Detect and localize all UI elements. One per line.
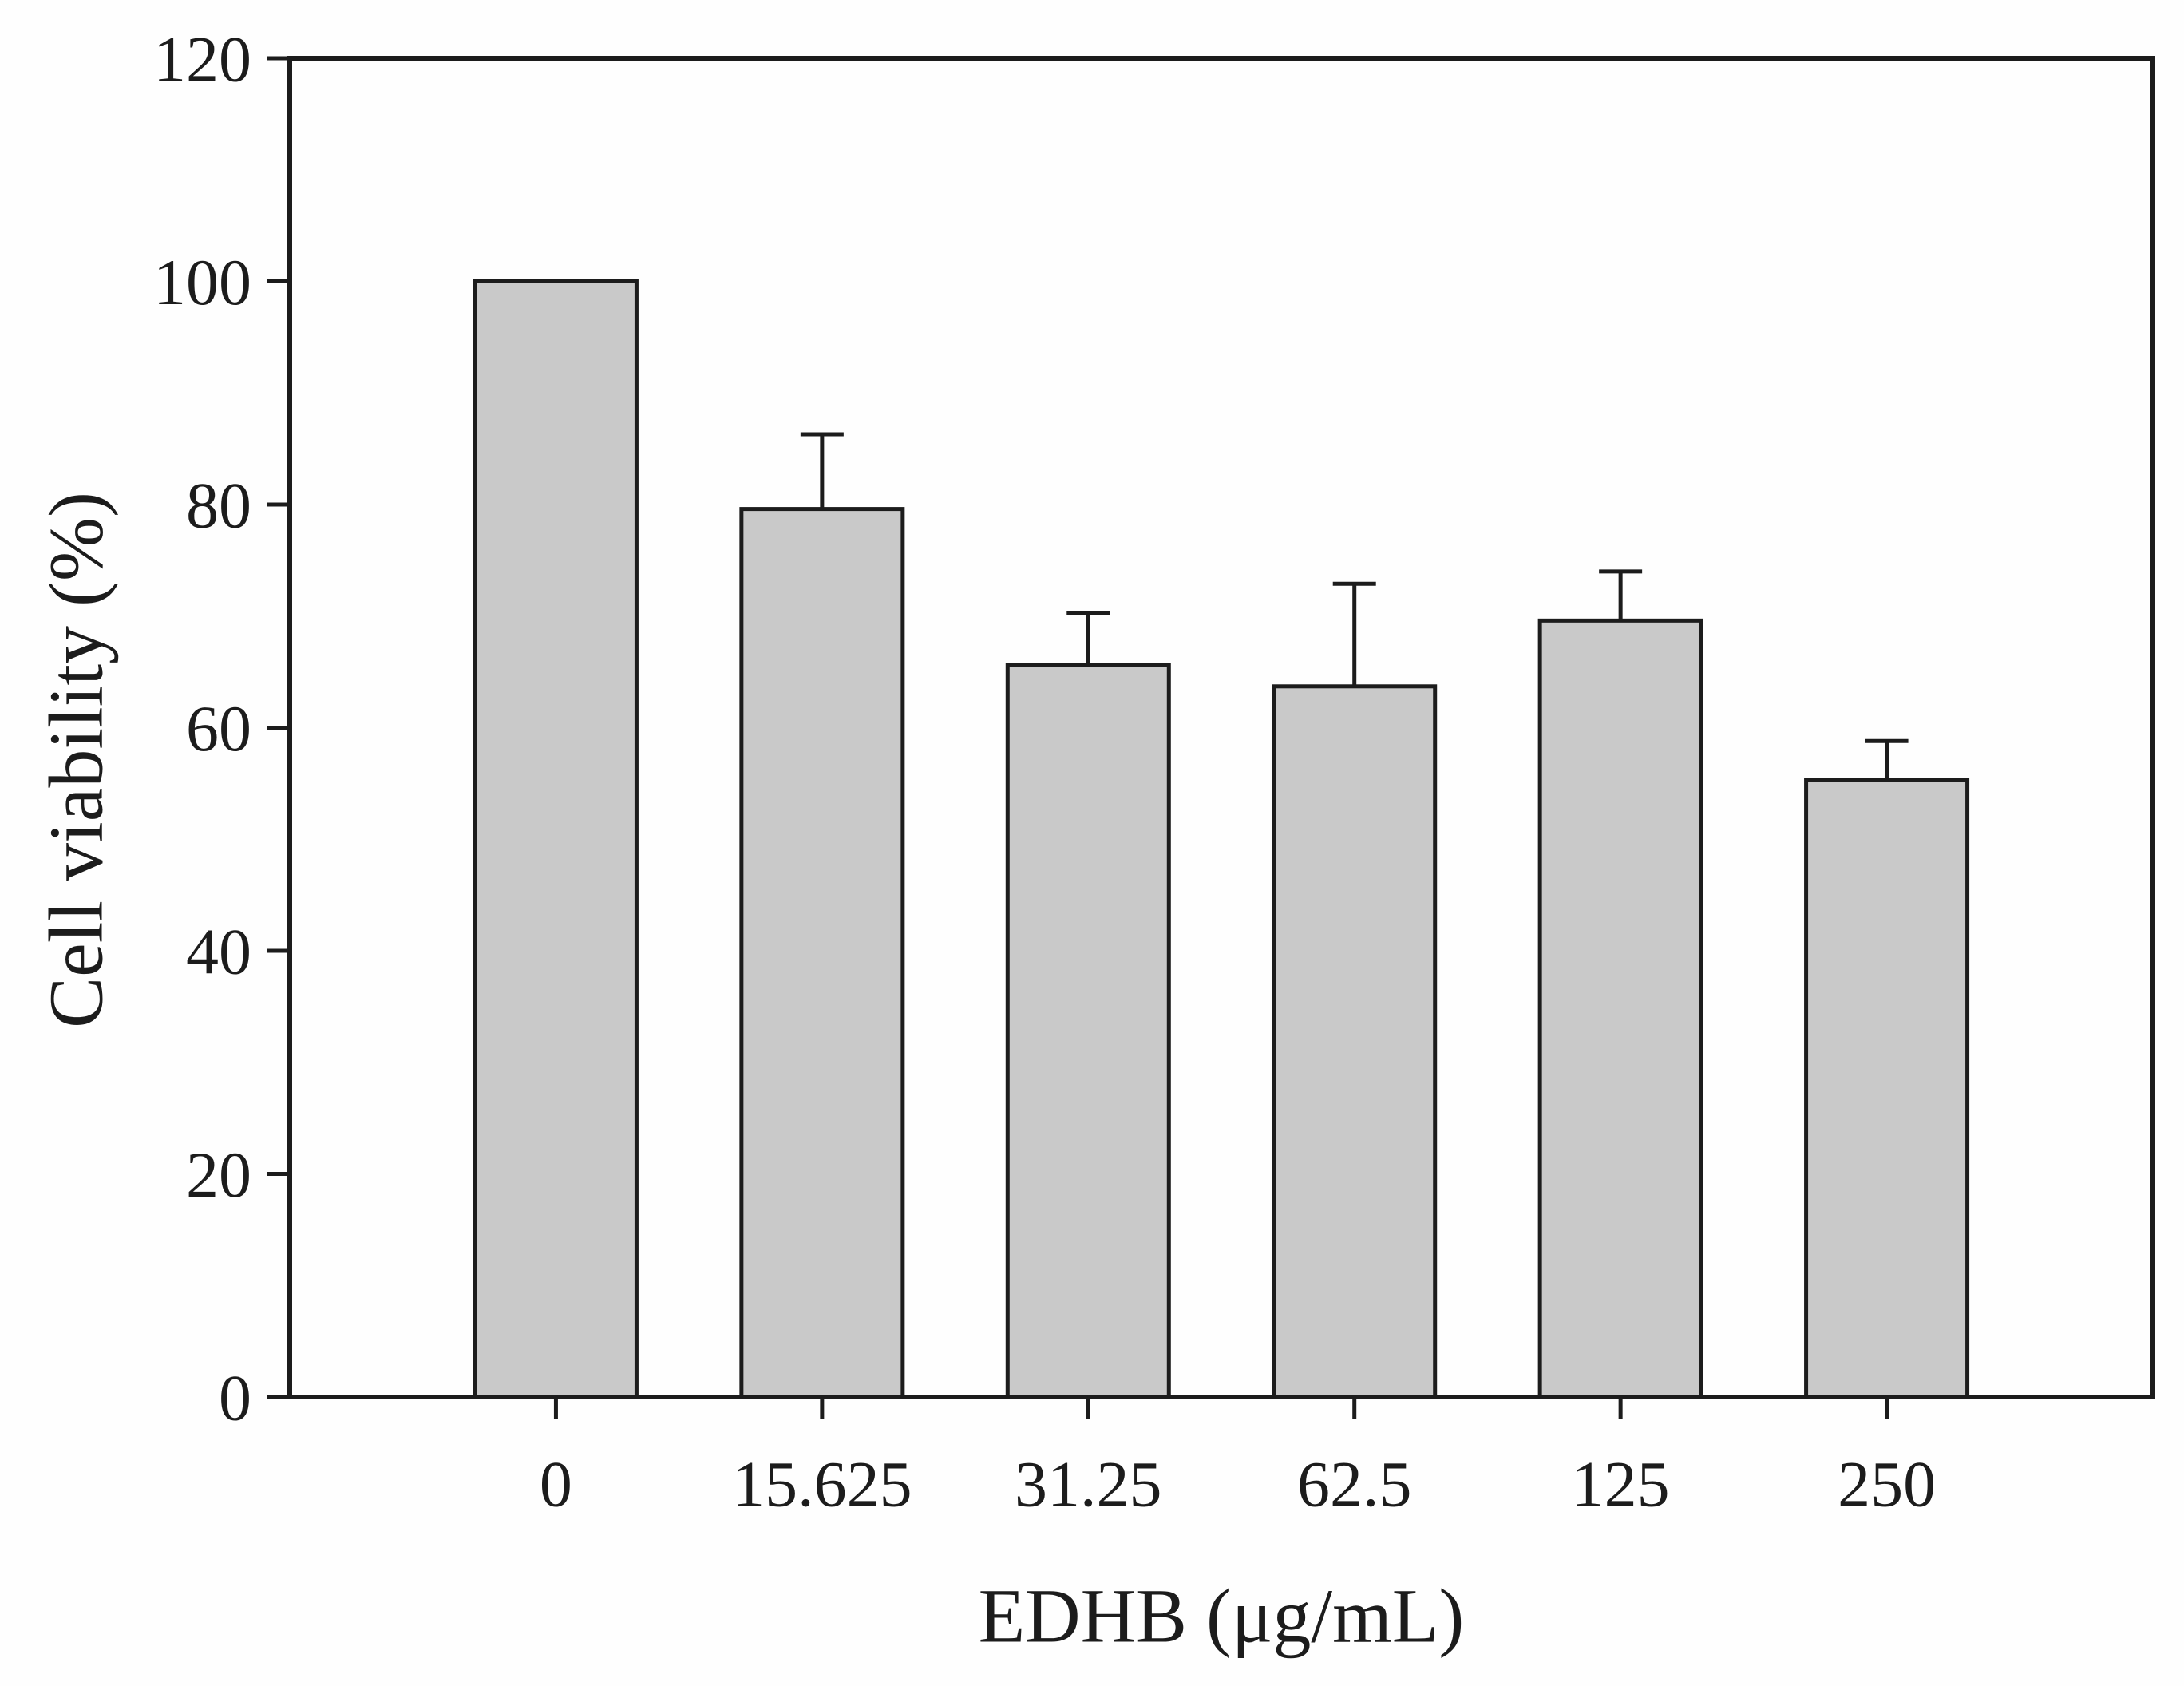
- x-tick-label: 31.25: [1015, 1448, 1162, 1521]
- y-tick-label: 40: [186, 916, 251, 988]
- y-axis-title: Cell viability (%): [33, 492, 119, 1028]
- bar: [1804, 778, 1970, 1399]
- bar: [739, 507, 905, 1399]
- x-tick-label: 62.5: [1297, 1448, 1412, 1521]
- y-tick-label: 120: [153, 23, 251, 96]
- plot-frame: [287, 56, 2155, 1399]
- x-tick-label: 125: [1572, 1448, 1670, 1521]
- bar: [1005, 663, 1171, 1399]
- bar: [1537, 618, 1703, 1399]
- y-tick-label: 100: [153, 246, 251, 319]
- x-tick-label: 0: [540, 1448, 572, 1521]
- x-tick-label: 250: [1838, 1448, 1936, 1521]
- bar: [1272, 684, 1438, 1399]
- y-tick-label: 80: [186, 469, 251, 542]
- x-tick-label: 15.625: [732, 1448, 912, 1521]
- x-axis-title: EDHB (μg/mL): [978, 1573, 1465, 1659]
- y-tick-label: 20: [186, 1138, 251, 1211]
- bar: [473, 279, 639, 1399]
- y-tick-label: 0: [219, 1362, 251, 1435]
- y-tick-label: 60: [186, 692, 251, 765]
